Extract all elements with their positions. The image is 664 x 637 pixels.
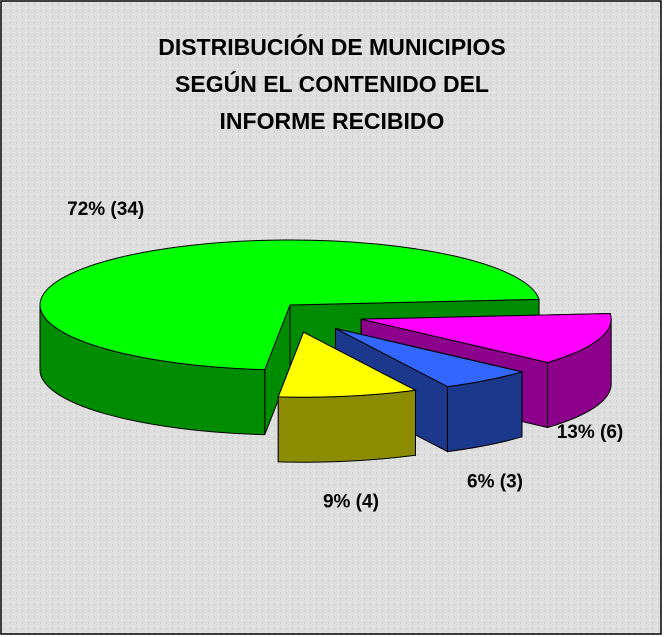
chart-title: SEGÚN EL CONTENIDO DEL <box>175 70 489 97</box>
data-label: 13% (6) <box>557 422 624 443</box>
data-label: 6% (3) <box>467 472 523 493</box>
slice-top <box>335 328 524 388</box>
chart-title: INFORME RECIBIDO <box>220 108 445 134</box>
slice-wall <box>277 389 416 463</box>
chart-title: DISTRIBUCIÓN DE MUNICIPIOS <box>158 33 506 60</box>
slice <box>277 331 418 463</box>
slice-top <box>277 331 418 398</box>
data-label: 9% (4) <box>323 491 379 512</box>
slice-top <box>361 312 612 363</box>
data-label: 72% (34) <box>67 199 144 220</box>
slice-top <box>39 239 540 371</box>
